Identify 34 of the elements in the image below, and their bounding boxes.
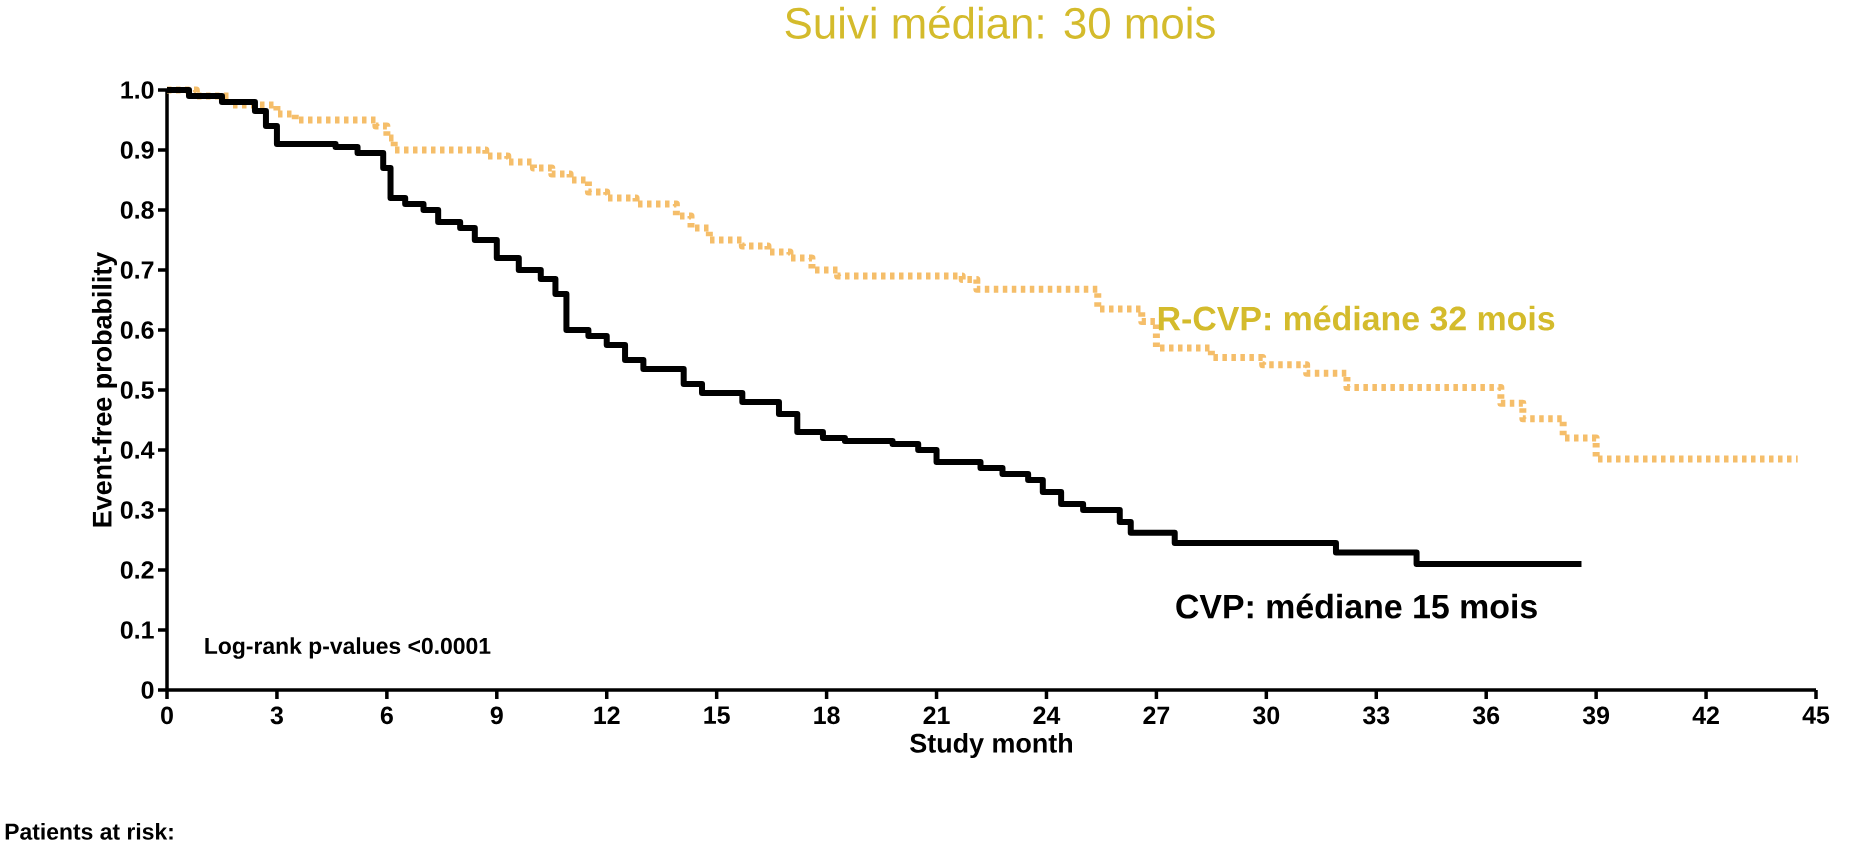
y-tick-label: 0.6 — [120, 321, 154, 339]
y-tick-label: 0 — [141, 681, 154, 699]
x-tick-label: 36 — [1472, 706, 1500, 725]
x-tick-label: 6 — [380, 706, 393, 725]
x-tick-label: 18 — [814, 706, 840, 725]
x-axis-title: Study month — [910, 733, 1072, 759]
x-tick-label: 15 — [704, 706, 730, 724]
x-tick-label: 39 — [1582, 706, 1610, 725]
x-tick-label: 12 — [594, 706, 620, 724]
y-tick-label: 0.2 — [120, 561, 154, 579]
y-tick-label: 0.9 — [120, 141, 154, 159]
x-tick-label: 21 — [923, 706, 950, 724]
x-tick-label: 0 — [161, 706, 173, 725]
x-tick-label: 9 — [490, 706, 503, 725]
x-tick-label: 3 — [270, 706, 283, 725]
y-tick-label: 0.3 — [120, 501, 154, 519]
y-tick-label: 0.8 — [120, 201, 154, 219]
text: Patients at risk: — [5, 822, 173, 840]
x-tick-label: 42 — [1692, 706, 1719, 724]
series-label: R-CVP: médiane 32 mois — [1158, 305, 1555, 331]
y-tick-label: 0.5 — [120, 381, 154, 399]
series-label: CVP: médiane 15 mois — [1176, 593, 1537, 619]
y-axis-title: Event-free probability — [91, 251, 118, 527]
x-tick-label: 45 — [1802, 706, 1830, 724]
annotation: Log-rank p-values <0.0001 — [205, 637, 491, 659]
x-tick-label: 30 — [1253, 706, 1280, 725]
y-tick-label: 0.1 — [120, 621, 154, 639]
chart-title: Suivi médian: 30 mois — [785, 6, 1215, 39]
x-tick-label: 27 — [1143, 706, 1170, 724]
y-tick-label: 0.7 — [120, 261, 154, 279]
x-tick-label: 33 — [1362, 706, 1390, 725]
x-tick-label: 24 — [1033, 706, 1061, 724]
y-tick-label: 1.0 — [121, 81, 154, 99]
y-tick-label: 0.4 — [120, 441, 155, 459]
